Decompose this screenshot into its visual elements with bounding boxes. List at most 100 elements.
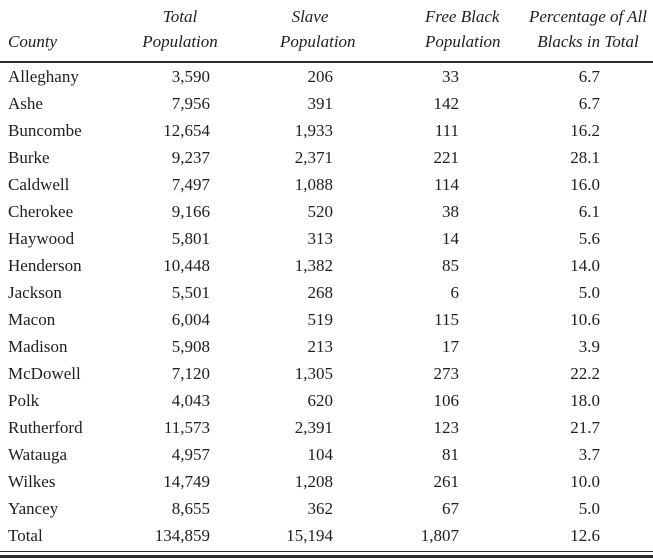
table-row: Macon 6,004 519 115 10.6 <box>0 306 653 333</box>
cell-county: Rutherford <box>8 418 83 437</box>
cell-total-population: 5,801 <box>171 229 210 248</box>
cell-slave-population: 1,933 <box>294 121 333 140</box>
cell-county: Ashe <box>8 94 43 113</box>
cell-total-population: 4,957 <box>171 445 210 464</box>
cell-percentage-blacks: 22.2 <box>570 364 600 383</box>
cell-free-black-population: 14 <box>442 229 459 248</box>
column-header-percentage-blacks-line1: Percentage of All <box>528 7 648 26</box>
cell-total-population: 9,237 <box>171 148 210 167</box>
cell-free-black-population: 221 <box>433 148 460 167</box>
cell-percentage-blacks: 6.1 <box>578 202 600 221</box>
cell-county: Total <box>8 526 43 545</box>
table-row: Henderson 10,448 1,382 85 14.0 <box>0 252 653 279</box>
cell-free-black-population: 1,807 <box>420 526 459 545</box>
table-row: Jackson 5,501 268 6 5.0 <box>0 279 653 306</box>
cell-percentage-blacks: 14.0 <box>570 256 600 275</box>
cell-percentage-blacks: 18.0 <box>570 391 600 410</box>
table-bottom-rules <box>0 551 653 558</box>
cell-slave-population: 620 <box>307 391 334 410</box>
cell-total-population: 134,859 <box>154 526 210 545</box>
cell-county: Polk <box>8 391 40 410</box>
table-body: Alleghany 3,590 206 33 6.7 Ashe 7,956 39… <box>0 62 653 549</box>
table-row: Yancey 8,655 362 67 5.0 <box>0 495 653 522</box>
cell-slave-population: 1,305 <box>294 364 333 383</box>
cell-county: Burke <box>8 148 50 167</box>
cell-slave-population: 391 <box>307 94 334 113</box>
column-header-total-population-line2: Population <box>142 32 218 51</box>
cell-county: Cherokee <box>8 202 74 221</box>
cell-total-population: 14,749 <box>163 472 210 491</box>
bottom-rule-thick <box>0 555 653 558</box>
cell-free-black-population: 106 <box>433 391 460 410</box>
cell-percentage-blacks: 3.9 <box>578 337 600 356</box>
cell-free-black-population: 17 <box>442 337 459 356</box>
cell-free-black-population: 81 <box>442 445 459 464</box>
cell-total-population: 7,956 <box>171 94 210 113</box>
cell-percentage-blacks: 3.7 <box>578 445 600 464</box>
table-row: McDowell 7,120 1,305 273 22.2 <box>0 360 653 387</box>
column-header-county-label: County <box>8 32 58 51</box>
table-row: Total 134,859 15,194 1,807 12.6 <box>0 522 653 549</box>
cell-free-black-population: 114 <box>434 175 459 194</box>
cell-total-population: 7,120 <box>171 364 210 383</box>
column-header-slave-population: Slave Population <box>220 0 356 63</box>
table-row: Buncombe 12,654 1,933 111 16.2 <box>0 117 653 144</box>
cell-percentage-blacks: 6.7 <box>578 94 600 113</box>
cell-percentage-blacks: 28.1 <box>570 148 600 167</box>
cell-total-population: 5,501 <box>171 283 210 302</box>
column-header-slave-population-line2: Population <box>280 32 356 51</box>
column-header-free-black-population-line1: Free Black <box>425 7 500 26</box>
cell-slave-population: 213 <box>307 337 334 356</box>
cell-slave-population: 1,208 <box>294 472 333 491</box>
cell-total-population: 10,448 <box>163 256 210 275</box>
cell-total-population: 11,573 <box>163 418 210 437</box>
table-row: Polk 4,043 620 106 18.0 <box>0 387 653 414</box>
table-row: Haywood 5,801 313 14 5.6 <box>0 225 653 252</box>
table-row: Cherokee 9,166 520 38 6.1 <box>0 198 653 225</box>
table-row: Caldwell 7,497 1,088 114 16.0 <box>0 171 653 198</box>
table-row: Burke 9,237 2,371 221 28.1 <box>0 144 653 171</box>
cell-free-black-population: 261 <box>433 472 460 491</box>
column-header-county: County <box>0 0 130 63</box>
cell-free-black-population: 33 <box>442 67 459 86</box>
column-header-percentage-blacks-line2: Blacks in Total <box>537 32 639 51</box>
cell-percentage-blacks: 6.7 <box>578 67 600 86</box>
cell-slave-population: 206 <box>307 67 334 86</box>
table-row: Alleghany 3,590 206 33 6.7 <box>0 62 653 90</box>
cell-total-population: 8,655 <box>171 499 210 518</box>
cell-slave-population: 2,391 <box>294 418 333 437</box>
cell-free-black-population: 142 <box>433 94 460 113</box>
cell-total-population: 12,654 <box>163 121 210 140</box>
cell-total-population: 6,004 <box>171 310 210 329</box>
cell-free-black-population: 115 <box>434 310 459 329</box>
header-row: County Total Population Slave Population… <box>0 0 653 63</box>
cell-county: Macon <box>8 310 56 329</box>
cell-percentage-blacks: 12.6 <box>570 526 600 545</box>
cell-free-black-population: 6 <box>450 283 460 302</box>
cell-county: Wilkes <box>8 472 56 491</box>
cell-slave-population: 104 <box>307 445 334 464</box>
cell-percentage-blacks: 21.7 <box>570 418 600 437</box>
cell-percentage-blacks: 10.6 <box>570 310 600 329</box>
cell-county: McDowell <box>8 364 81 383</box>
cell-percentage-blacks: 16.0 <box>570 175 600 194</box>
cell-free-black-population: 85 <box>442 256 459 275</box>
bottom-rule-thin <box>0 551 653 552</box>
cell-free-black-population: 38 <box>442 202 459 221</box>
cell-total-population: 9,166 <box>171 202 210 221</box>
cell-slave-population: 268 <box>307 283 334 302</box>
table-row: Ashe 7,956 391 142 6.7 <box>0 90 653 117</box>
column-header-total-population-line1: Total <box>162 7 198 26</box>
cell-slave-population: 1,382 <box>294 256 333 275</box>
cell-slave-population: 362 <box>307 499 334 518</box>
cell-slave-population: 15,194 <box>286 526 333 545</box>
table-row: Rutherford 11,573 2,391 123 21.7 <box>0 414 653 441</box>
cell-county: Madison <box>8 337 68 356</box>
cell-county: Henderson <box>8 256 82 275</box>
cell-county: Watauga <box>8 445 68 464</box>
cell-slave-population: 313 <box>307 229 334 248</box>
table-row: Watauga 4,957 104 81 3.7 <box>0 441 653 468</box>
cell-free-black-population: 273 <box>433 364 460 383</box>
cell-percentage-blacks: 10.0 <box>570 472 600 491</box>
